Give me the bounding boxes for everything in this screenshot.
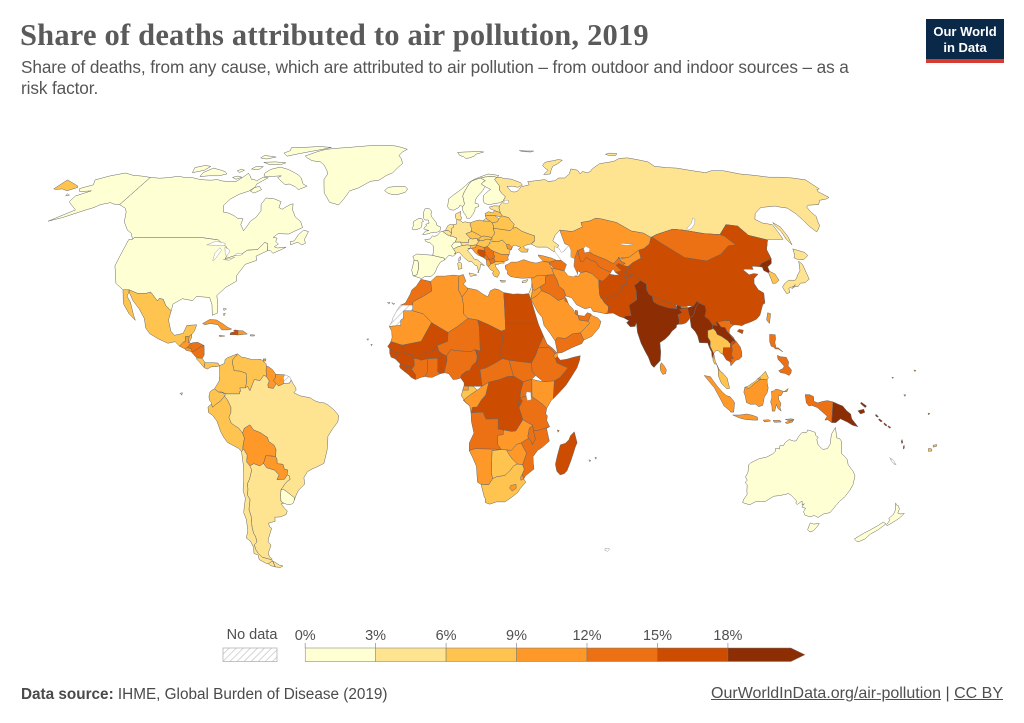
svg-text:No data: No data <box>227 627 279 643</box>
svg-text:15%: 15% <box>643 628 672 644</box>
svg-text:0%: 0% <box>295 628 316 644</box>
svg-text:3%: 3% <box>365 628 386 644</box>
svg-text:9%: 9% <box>506 628 527 644</box>
svg-text:12%: 12% <box>572 628 601 644</box>
svg-text:18%: 18% <box>713 628 742 644</box>
svg-text:6%: 6% <box>436 628 457 644</box>
